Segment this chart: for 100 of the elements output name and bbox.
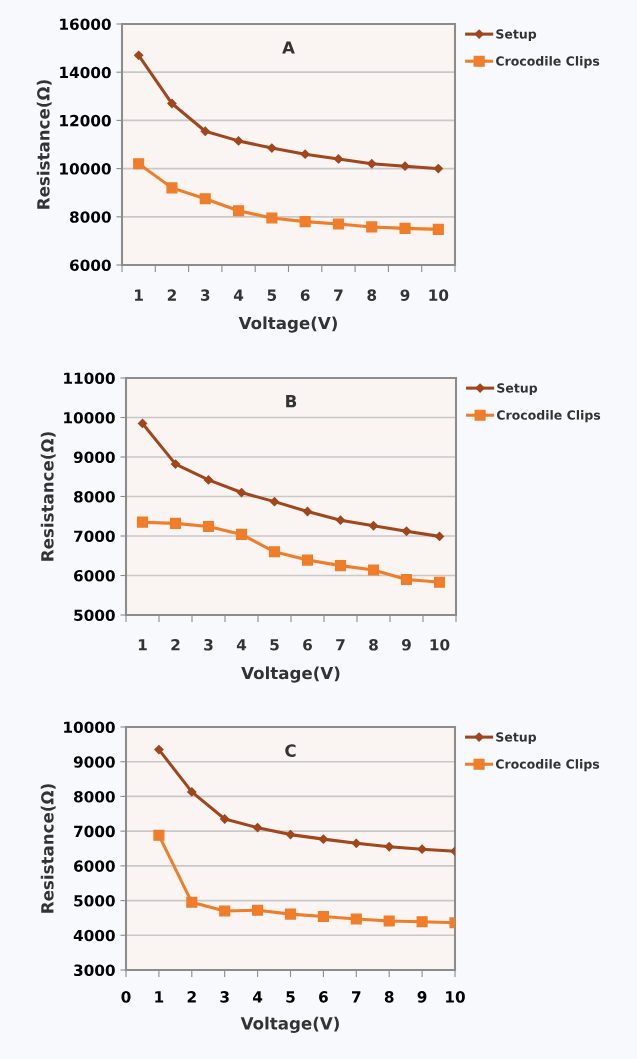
point [433,163,443,174]
x-tick-label: 0 [121,991,131,1003]
point [235,528,248,540]
x-tick-label: 6 [319,991,328,1003]
point [401,526,412,536]
point [252,823,263,833]
point [400,573,413,586]
point [133,158,145,170]
y-tick-label: 8000 [74,490,115,503]
point [219,905,231,917]
point [367,159,377,169]
point [416,916,428,928]
x-tick-label: 9 [400,289,410,301]
x-tick-label: 9 [417,991,427,1003]
point [350,913,362,925]
legend-label: Crocodile Clips [495,759,600,772]
point [366,221,378,233]
point [232,205,245,217]
x-tick-label: 8 [384,991,394,1003]
legend-label: Setup [496,29,537,42]
x-tick-label: 3 [220,991,229,1003]
x-tick-label: 4 [236,639,247,651]
text: B [286,395,297,408]
y-tick-label: 4000 [73,929,115,942]
point [266,212,278,224]
point [169,517,182,529]
point [134,50,144,60]
point [154,744,164,755]
point [233,136,244,146]
point [368,521,379,531]
point [187,787,197,797]
point [367,564,380,576]
x-tick-label: 1 [155,991,164,1003]
x-tick-label: 8 [367,289,377,301]
point [166,182,178,194]
point [433,576,446,588]
x-tick-label: 4 [233,289,244,301]
x-tick-label: 1 [138,639,147,651]
x-tick-label: 4 [252,991,263,1003]
x-axis-title: Voltage(V) [238,316,337,333]
point [432,223,444,235]
y-tick-label: 10000 [64,411,115,424]
point [384,842,394,852]
point [351,838,361,848]
y-axis-title: Resistance(Ω) [40,784,56,913]
y-tick-label: 8000 [70,211,111,223]
legend-label: Crocodile Clips [496,56,600,69]
y-axis-title: Resistance(Ω) [36,80,52,209]
point [252,904,264,916]
point [400,161,410,171]
x-tick-label: 9 [401,638,411,651]
point [335,515,346,525]
point [267,143,277,153]
y-tick-label: 5000 [74,895,115,907]
y-tick-label: 12000 [60,114,111,127]
x-tick-label: 6 [300,289,310,301]
y-tick-label: 6000 [70,259,111,272]
x-tick-label: 10 [446,991,465,1003]
x-tick-label: 10 [430,638,450,651]
point [284,908,297,920]
point [332,218,345,230]
point [268,546,281,558]
point [170,459,181,469]
point [399,222,411,234]
x-tick-label: 2 [187,991,196,1003]
point [300,149,310,159]
text: A [282,41,295,54]
x-tick-label: 10 [429,289,449,301]
x-axis-title: Voltage(V) [240,1016,339,1033]
point [383,915,395,927]
x-tick-label: 1 [135,289,143,301]
legend-label: Crocodile Clips [496,410,601,423]
point [334,560,347,572]
point [136,516,149,528]
point [417,844,427,854]
y-tick-label: 10000 [64,721,115,734]
y-tick-label: 6000 [74,569,115,582]
y-tick-label: 3000 [74,964,115,977]
point [333,154,344,164]
x-tick-label: 3 [204,638,213,651]
y-tick-label: 10000 [60,163,111,175]
point [434,531,445,542]
point [200,126,210,136]
point [317,910,329,923]
point [167,98,177,109]
y-tick-label: 7000 [74,530,115,543]
x-axis-title: Voltage(V) [241,666,340,683]
point [301,554,314,566]
text: C [285,744,296,757]
y-tick-label: 16000 [60,18,111,31]
x-tick-label: 3 [200,289,210,301]
point [199,193,211,205]
y-tick-label: 14000 [60,66,111,79]
y-axis-title: Resistance(Ω) [40,432,56,561]
y-tick-label: 11000 [64,372,115,385]
point [285,829,296,840]
y-tick-label: 8000 [74,790,115,803]
x-tick-label: 8 [369,638,378,651]
x-tick-label: 5 [267,289,277,301]
point [299,216,311,228]
